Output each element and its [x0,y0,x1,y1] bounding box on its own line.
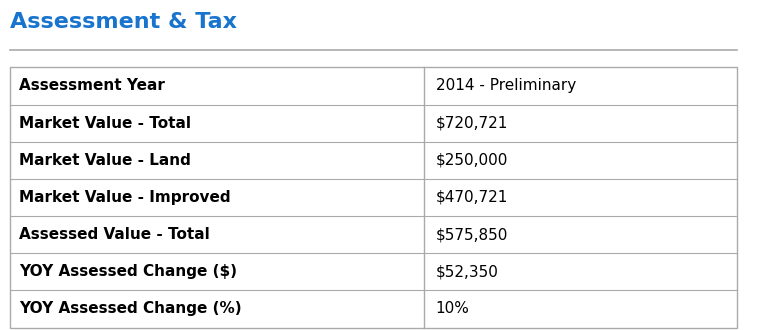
Text: $575,850: $575,850 [436,227,508,242]
Text: Market Value - Improved: Market Value - Improved [19,190,231,205]
Text: YOY Assessed Change ($): YOY Assessed Change ($) [19,264,238,279]
Text: $250,000: $250,000 [436,153,508,168]
Text: Market Value - Total: Market Value - Total [19,115,191,131]
Text: 2014 - Preliminary: 2014 - Preliminary [436,79,576,93]
Text: YOY Assessed Change (%): YOY Assessed Change (%) [19,302,242,316]
Text: Assessment & Tax: Assessment & Tax [11,13,237,32]
Text: Market Value - Land: Market Value - Land [19,153,191,168]
Text: Assessment Year: Assessment Year [19,79,165,93]
Text: $720,721: $720,721 [436,115,508,131]
Text: $52,350: $52,350 [436,264,498,279]
Text: Assessed Value - Total: Assessed Value - Total [19,227,210,242]
Text: 10%: 10% [436,302,469,316]
Text: $470,721: $470,721 [436,190,508,205]
